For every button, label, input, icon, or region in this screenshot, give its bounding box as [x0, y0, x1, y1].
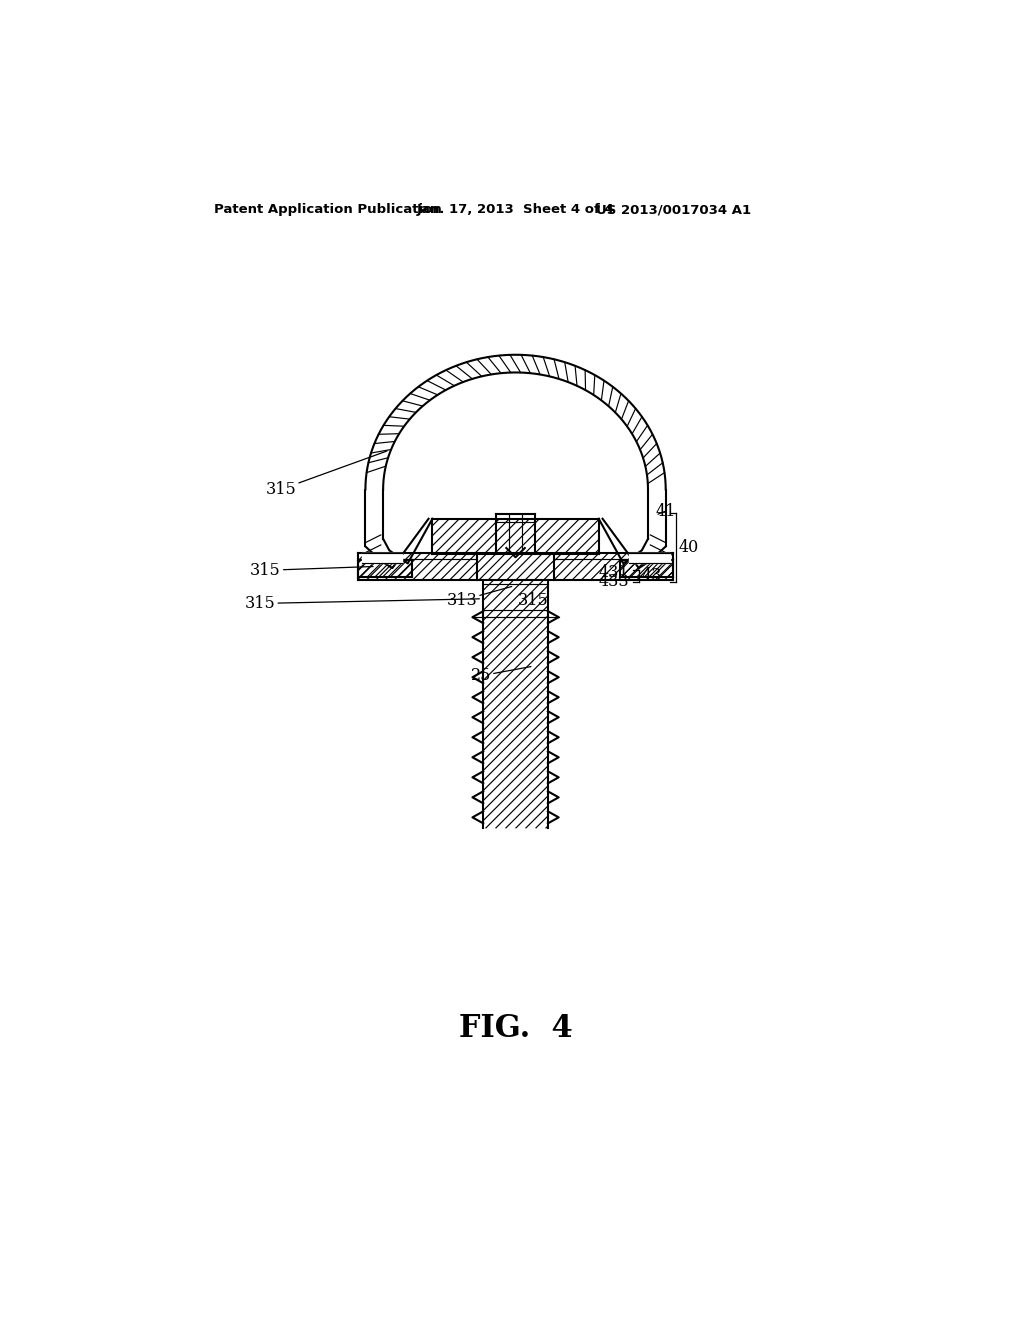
- Text: 40: 40: [679, 539, 699, 556]
- Text: FIG.  4: FIG. 4: [459, 1014, 572, 1044]
- Text: 43: 43: [641, 568, 662, 585]
- Text: 315: 315: [265, 451, 387, 498]
- Text: 313: 313: [446, 586, 512, 609]
- Text: Patent Application Publication: Patent Application Publication: [214, 203, 441, 216]
- Text: 315: 315: [245, 595, 479, 612]
- Text: 315: 315: [518, 591, 549, 609]
- Text: 433: 433: [599, 573, 630, 590]
- Text: 431: 431: [599, 564, 630, 581]
- Text: 315: 315: [250, 562, 373, 579]
- Text: US 2013/0017034 A1: US 2013/0017034 A1: [596, 203, 751, 216]
- Text: 25: 25: [471, 667, 531, 684]
- Text: 41: 41: [655, 503, 676, 520]
- Text: Jan. 17, 2013  Sheet 4 of 4: Jan. 17, 2013 Sheet 4 of 4: [417, 203, 614, 216]
